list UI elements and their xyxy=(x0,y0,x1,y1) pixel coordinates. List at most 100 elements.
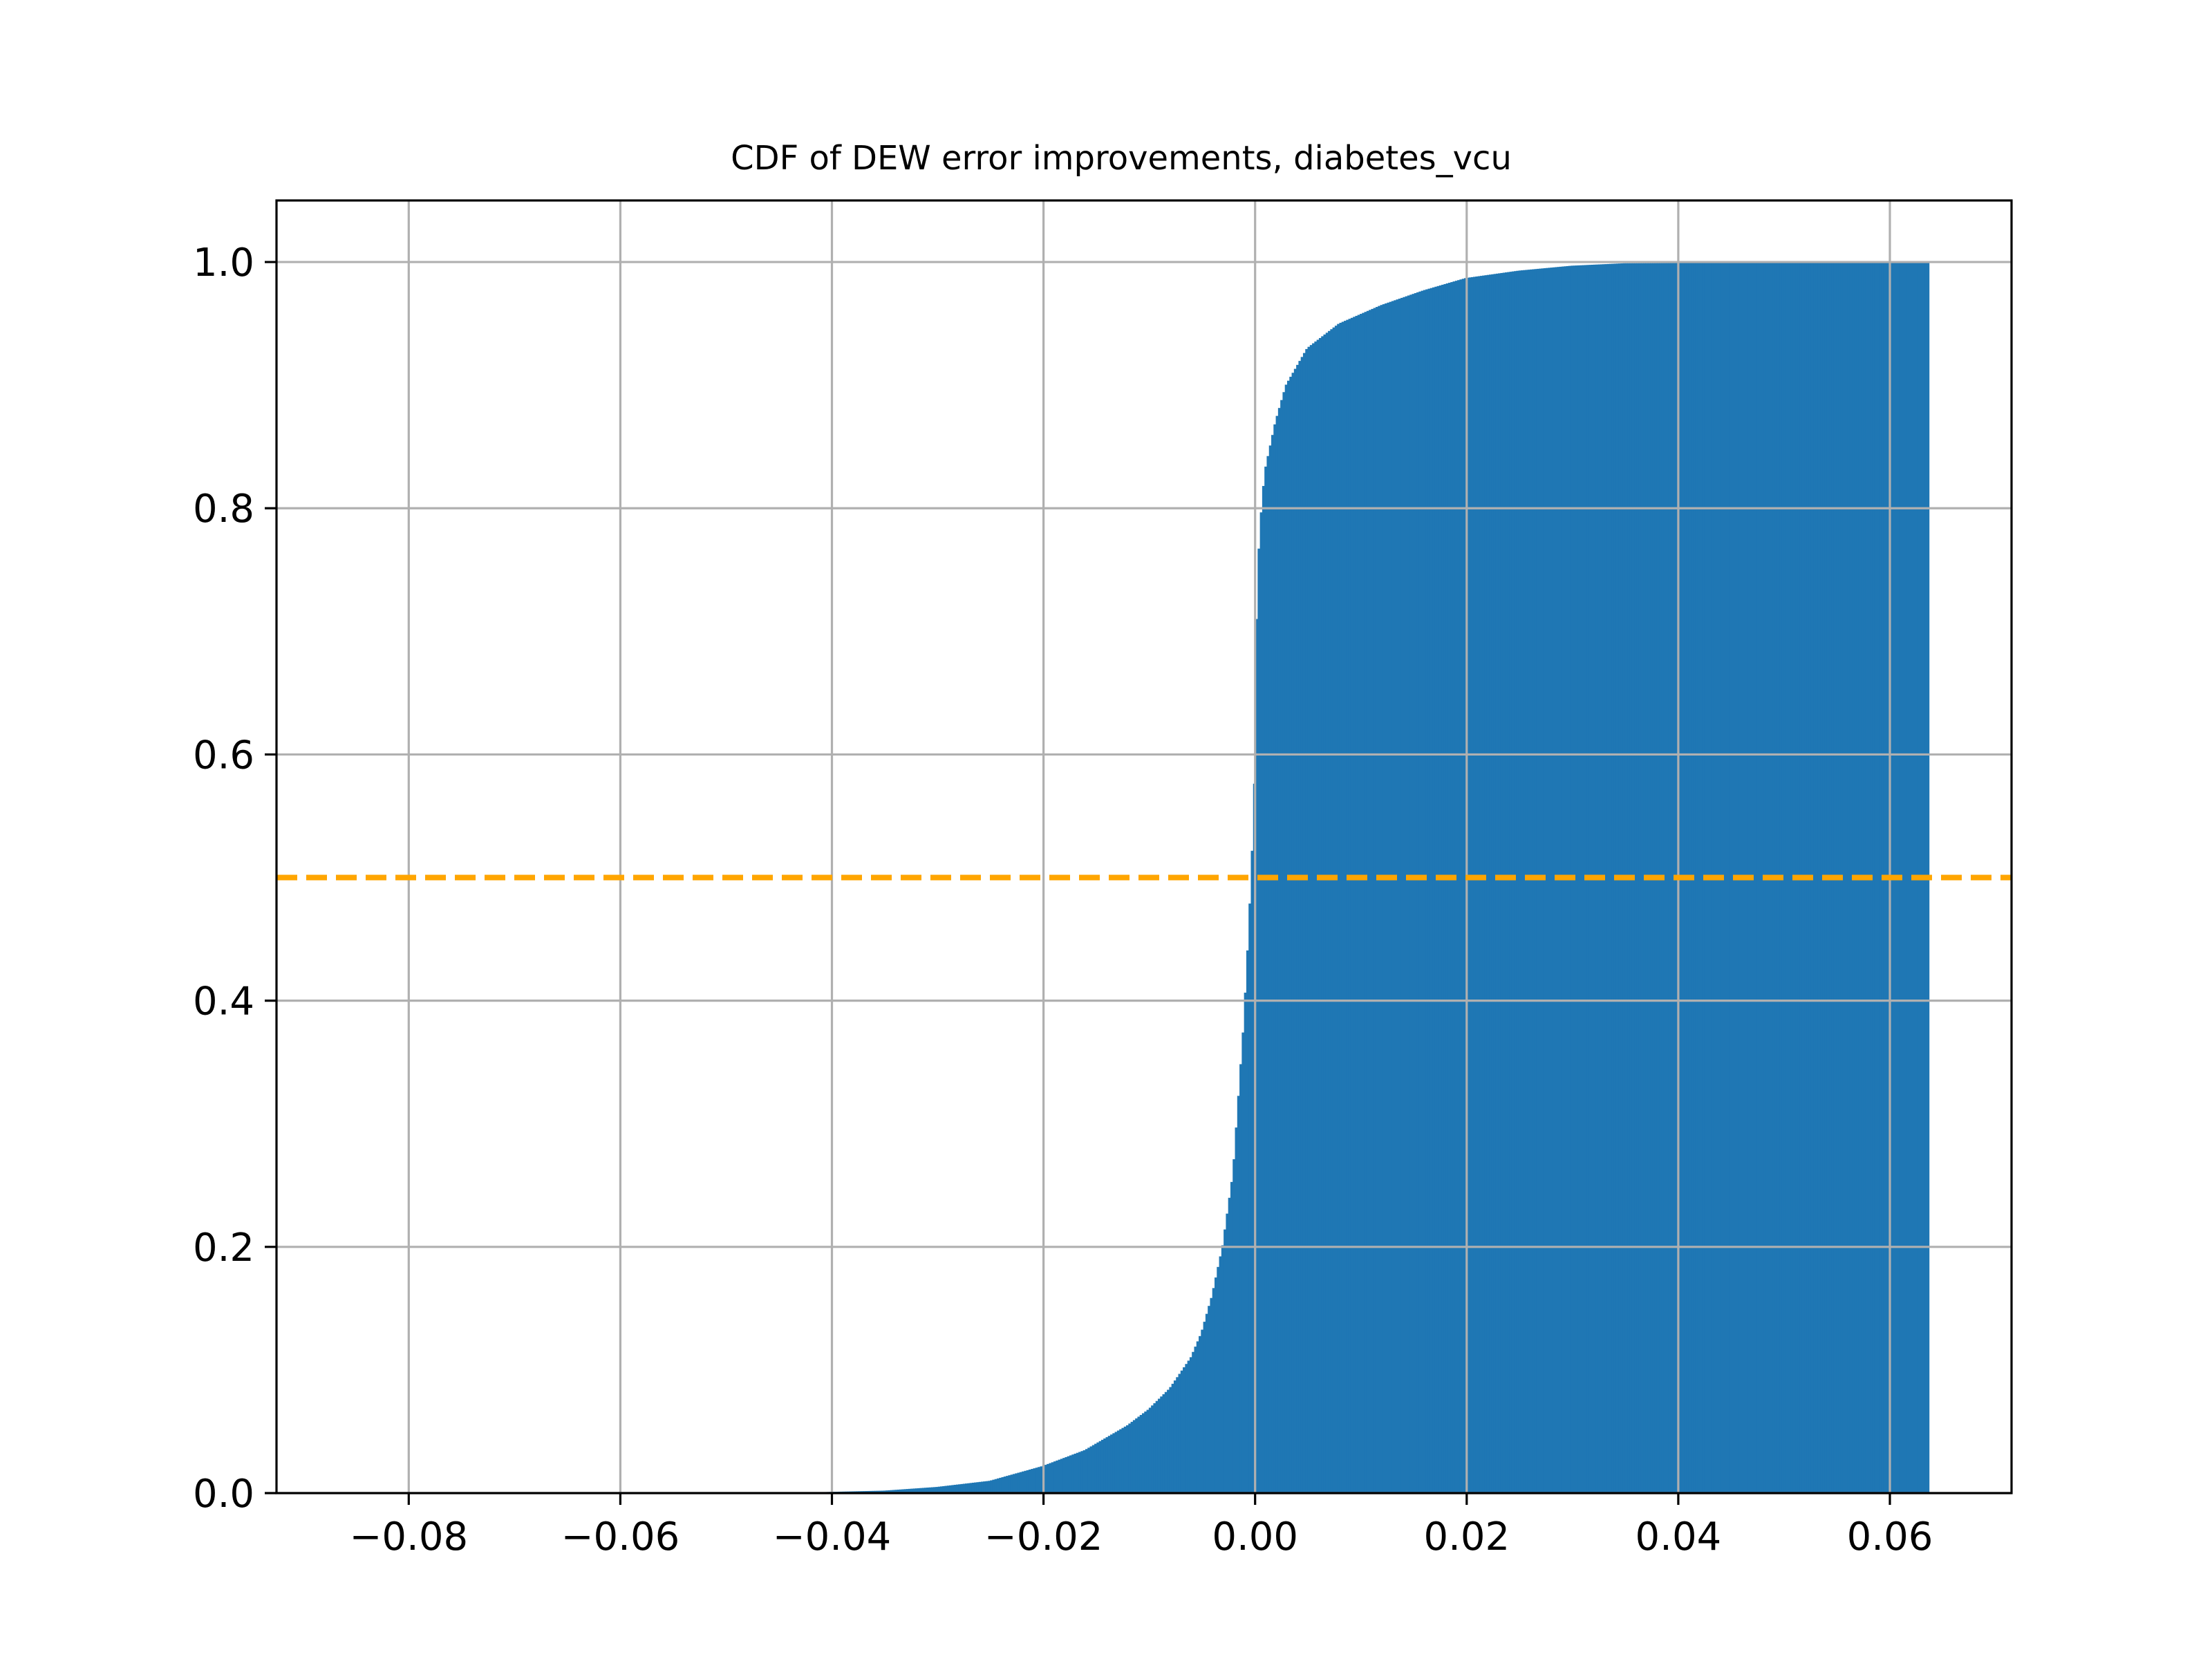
histogram-bar xyxy=(910,1488,914,1493)
histogram-bar xyxy=(1035,1468,1038,1493)
histogram-bar xyxy=(1459,279,1463,1493)
histogram-bar xyxy=(883,1490,886,1493)
histogram-bar xyxy=(1725,263,1728,1494)
histogram-bar xyxy=(1385,303,1387,1494)
histogram-bar xyxy=(1139,1414,1143,1493)
histogram-bar xyxy=(912,1488,916,1493)
histogram-bar xyxy=(877,1490,879,1493)
histogram-bar xyxy=(1051,1462,1054,1493)
histogram-bar xyxy=(1135,1418,1138,1493)
histogram-bar xyxy=(1847,262,1850,1493)
histogram-bar xyxy=(1491,274,1494,1493)
histogram-bar xyxy=(1489,274,1492,1493)
histogram-bar xyxy=(1047,1463,1050,1493)
histogram-bar xyxy=(953,1485,957,1493)
histogram-bar xyxy=(933,1487,936,1493)
histogram-bar xyxy=(946,1485,950,1493)
histogram-bar xyxy=(1362,312,1365,1493)
histogram-bar xyxy=(1580,265,1583,1494)
histogram-bar xyxy=(1205,1313,1208,1493)
histogram-bar xyxy=(903,1489,907,1493)
histogram-bar xyxy=(1065,1456,1068,1493)
histogram-bar xyxy=(1076,1452,1079,1493)
histogram-bar xyxy=(1505,272,1508,1493)
histogram-bar xyxy=(1443,283,1447,1493)
histogram-bar xyxy=(1470,276,1474,1493)
histogram-bar xyxy=(1275,415,1279,1493)
histogram-bar xyxy=(888,1490,891,1493)
histogram-bar xyxy=(1087,1447,1091,1493)
histogram-bar xyxy=(1405,296,1408,1494)
histogram-bar xyxy=(919,1488,923,1493)
histogram-bar xyxy=(1271,435,1274,1494)
histogram-bar xyxy=(1759,263,1762,1494)
chart-title: CDF of DEW error improvements, diabetes_… xyxy=(731,139,1512,178)
histogram-bar xyxy=(971,1482,975,1493)
histogram-bar xyxy=(1604,264,1608,1493)
histogram-bar xyxy=(965,1483,968,1493)
histogram-bar xyxy=(1788,262,1792,1494)
histogram-bar xyxy=(1309,345,1313,1493)
histogram-bar xyxy=(892,1490,895,1493)
histogram-bar xyxy=(1173,1380,1177,1493)
histogram-bar xyxy=(1038,1467,1040,1493)
histogram-bar xyxy=(1210,1297,1213,1493)
histogram-bar xyxy=(1160,1396,1163,1493)
histogram-bar xyxy=(1447,283,1451,1493)
histogram-bar xyxy=(1094,1443,1097,1493)
histogram-bar xyxy=(994,1479,997,1493)
histogram-bar xyxy=(1026,1470,1029,1493)
histogram-bar xyxy=(1479,276,1483,1493)
histogram-bar xyxy=(1552,267,1555,1494)
histogram-bar xyxy=(1110,1434,1113,1493)
histogram-bar xyxy=(1486,274,1490,1493)
histogram-bar xyxy=(1493,274,1497,1493)
histogram-bar xyxy=(1339,322,1342,1493)
histogram-bar xyxy=(1091,1445,1095,1493)
histogram-bar xyxy=(1670,263,1674,1493)
histogram-bar xyxy=(1507,272,1510,1494)
histogram-bar xyxy=(1475,276,1479,1493)
histogram-bar xyxy=(1273,424,1277,1493)
histogram-bar xyxy=(1221,1245,1224,1493)
histogram-bar xyxy=(1286,380,1290,1493)
histogram-bar xyxy=(1790,262,1794,1493)
histogram-bar xyxy=(1130,1421,1134,1493)
histogram-bar xyxy=(1058,1459,1061,1493)
histogram-bar xyxy=(999,1477,1002,1493)
histogram-bar xyxy=(1434,286,1438,1493)
histogram-bar xyxy=(1693,263,1696,1493)
histogram-bar xyxy=(1074,1453,1077,1493)
histogram-bar xyxy=(1264,467,1268,1494)
histogram-bar xyxy=(1663,263,1667,1493)
histogram-bar xyxy=(958,1484,962,1493)
histogram-bar xyxy=(1031,1469,1034,1493)
y-tick-label: 0.6 xyxy=(193,733,254,778)
histogram-bar xyxy=(1028,1469,1031,1493)
histogram-bar xyxy=(1246,950,1249,1493)
x-tick-label: 0.06 xyxy=(1847,1515,1933,1559)
histogram-bar xyxy=(1259,512,1263,1493)
histogram-bar xyxy=(1729,263,1732,1494)
histogram-bar xyxy=(1355,315,1358,1493)
histogram-bar xyxy=(1282,392,1286,1493)
histogram-bar xyxy=(1098,1441,1102,1493)
histogram-bar xyxy=(1146,1409,1150,1493)
histogram-bar xyxy=(983,1481,986,1493)
histogram-bar xyxy=(1468,277,1472,1493)
histogram-bar xyxy=(1022,1471,1024,1493)
histogram-bar xyxy=(890,1490,893,1493)
histogram-bar xyxy=(1040,1466,1043,1493)
histogram-bar xyxy=(1423,290,1426,1493)
histogram-bar xyxy=(1019,1472,1022,1493)
histogram-bar xyxy=(1817,262,1821,1493)
histogram-bar xyxy=(987,1481,991,1493)
histogram-bar xyxy=(1280,400,1284,1493)
histogram-bar xyxy=(1509,272,1512,1493)
histogram-bar xyxy=(1121,1427,1125,1493)
histogram-bar xyxy=(1169,1387,1172,1493)
histogram-bar xyxy=(1906,262,1909,1493)
x-axis-ticks: −0.08 −0.06 −0.04 −0.02 0.00 0.02 0.04 0.06 xyxy=(350,1493,1933,1559)
histogram-bar xyxy=(1640,263,1644,1493)
histogram-bar xyxy=(1495,273,1499,1494)
